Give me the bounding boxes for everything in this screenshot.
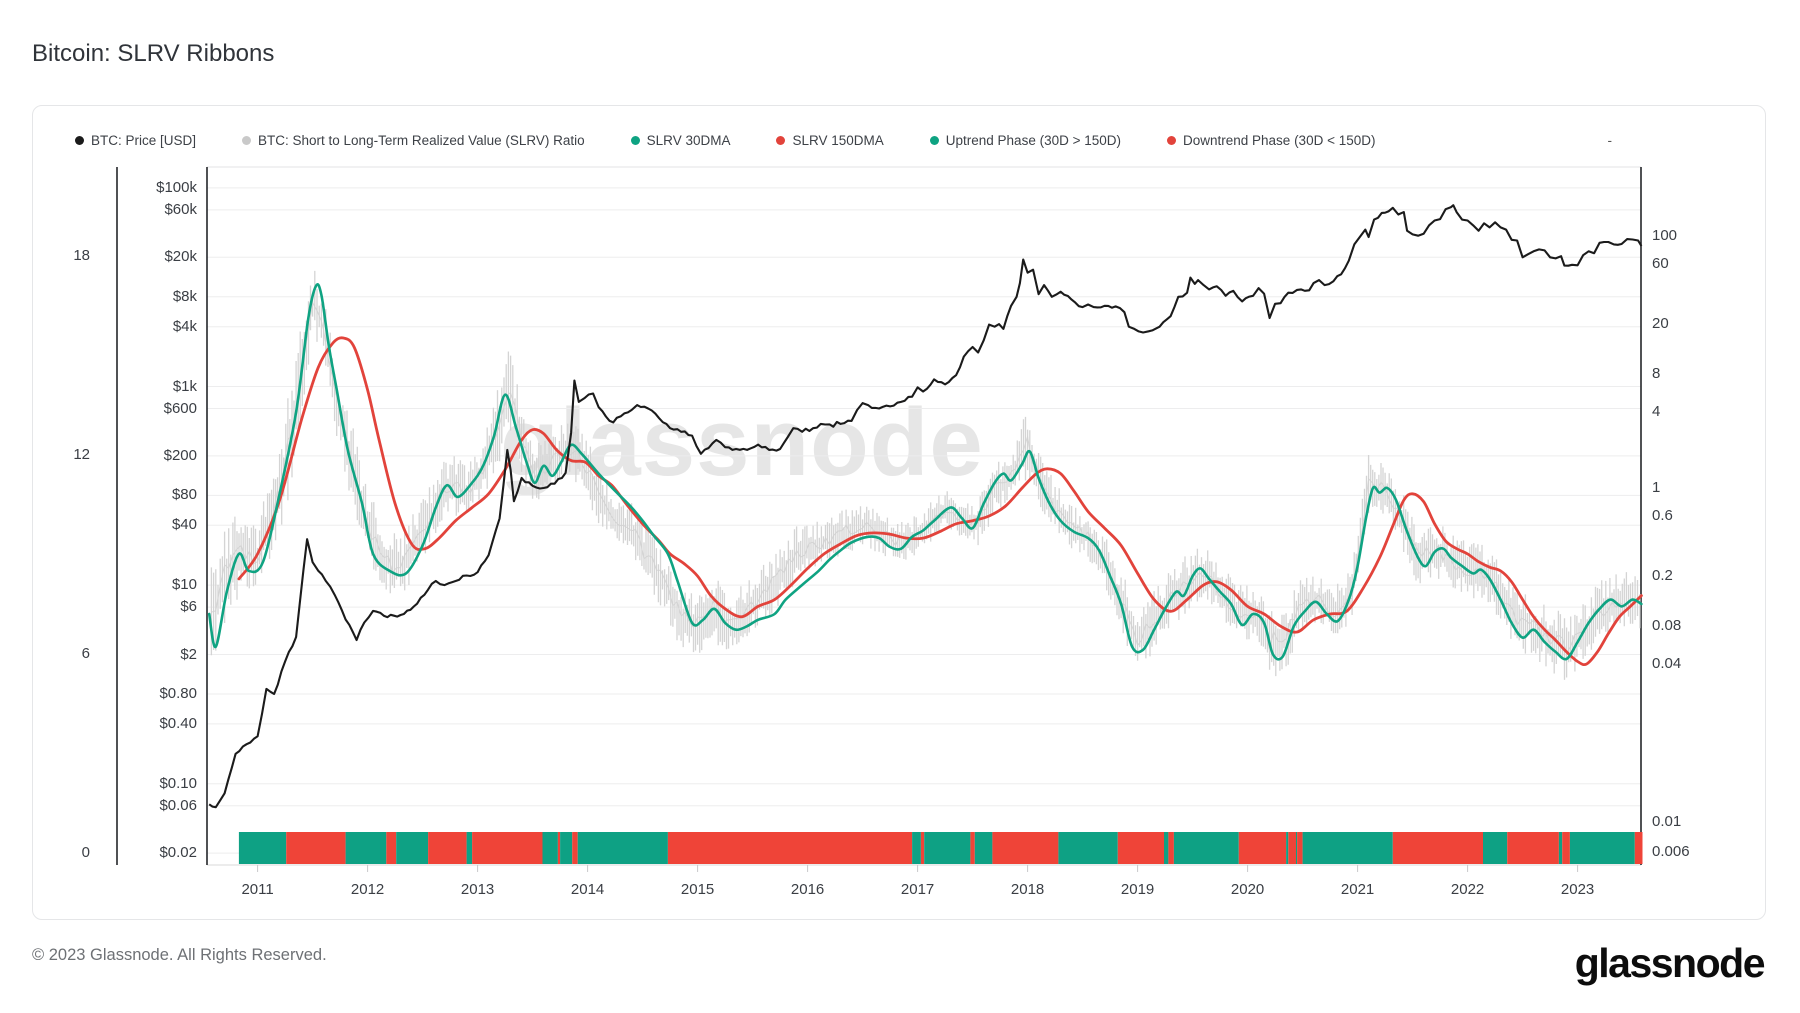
left-price-tick: $20k [164, 248, 197, 266]
glassnode-logo: glassnode [1574, 940, 1766, 986]
x-year-tick: 2021 [1340, 881, 1375, 898]
left-price-tick: $600 [163, 399, 197, 417]
x-year-tick: 2020 [1230, 881, 1265, 898]
right-ratio-tick: 1 [1652, 479, 1661, 496]
right-ratio-tick: 100 [1652, 227, 1678, 244]
x-year-tick: 2017 [900, 881, 935, 898]
series-slrv-ratio-raw [210, 270, 1641, 680]
x-year-tick: 2016 [790, 881, 825, 898]
legend-item-0[interactable]: BTC: Price [USD] [75, 133, 196, 148]
legend-item-label: BTC: Short to Long-Term Realized Value (… [258, 133, 585, 148]
legend-item-5[interactable]: Downtrend Phase (30D < 150D) [1167, 133, 1375, 148]
x-year-tick: 2011 [241, 881, 274, 898]
left-price-tick: $100k [156, 178, 197, 196]
left-price-tick: $8k [172, 287, 197, 305]
x-year-tick: 2018 [1010, 881, 1045, 898]
legend-overflow[interactable]: - [1607, 133, 1613, 148]
x-year-tick: 2023 [1560, 881, 1595, 898]
series-slrv-30dma [207, 283, 1643, 661]
legend-item-label: BTC: Price [USD] [91, 133, 197, 148]
right-ratio-tick: 4 [1652, 403, 1661, 421]
page-title: Bitcoin: SLRV Ribbons [32, 40, 275, 67]
left-price-tick: $0.06 [159, 796, 197, 814]
left-price-tick: $1k [172, 377, 197, 395]
left-price-tick: $60k [164, 200, 197, 218]
left-outer-tick: 12 [73, 445, 90, 463]
x-year-tick: 2019 [1120, 881, 1155, 898]
series-btc-price [208, 204, 1643, 809]
left-price-tick: $80 [171, 486, 197, 504]
legend-dot-icon [242, 136, 252, 145]
left-outer-tick: 18 [73, 246, 90, 264]
legend-item-label: Downtrend Phase (30D < 150D) [1183, 133, 1376, 148]
legend-dot-icon [630, 136, 640, 145]
chart-legend: BTC: Price [USD] BTC: Short to Long-Term … [75, 133, 1740, 148]
legend-item-label: SLRV 30DMA [646, 133, 731, 148]
right-ratio-tick: 0.01 [1652, 813, 1682, 830]
legend-item-3[interactable]: SLRV 150DMA [776, 133, 884, 148]
x-year-tick: 2015 [680, 881, 715, 898]
right-ratio-tick: 0.04 [1652, 655, 1682, 673]
left-price-tick: $200 [163, 446, 197, 464]
right-ratio-tick: 60 [1652, 254, 1669, 272]
right-ratio-tick: 0.08 [1652, 617, 1682, 635]
left-price-tick: $4k [172, 317, 197, 335]
left-price-tick: $2 [180, 645, 197, 663]
legend-dot-icon [1167, 136, 1176, 145]
left-price-tick: $40 [171, 516, 197, 534]
legend-dot-icon [75, 136, 84, 145]
left-outer-tick: 6 [81, 644, 90, 662]
legend-item-4[interactable]: Uptrend Phase (30D > 150D) [929, 133, 1121, 148]
trend-ribbon [238, 832, 1643, 864]
left-price-tick: $10 [171, 576, 197, 594]
x-year-tick: 2012 [350, 881, 385, 898]
left-outer-tick: 0 [81, 844, 90, 861]
left-price-tick: $0.10 [159, 774, 197, 792]
right-ratio-tick: 0.2 [1652, 567, 1673, 585]
left-price-tick: $6 [180, 598, 197, 616]
legend-item-label: SLRV 150DMA [792, 133, 884, 148]
left-price-tick: $0.80 [159, 685, 197, 703]
x-year-tick: 2014 [570, 881, 605, 898]
series-slrv-150dma [237, 336, 1643, 667]
x-year-tick: 2013 [460, 881, 495, 898]
legend-dot-icon [776, 136, 786, 145]
right-ratio-tick: 0.6 [1652, 506, 1673, 524]
gridlines [116, 166, 1642, 872]
legend-item-label: Uptrend Phase (30D > 150D) [945, 133, 1121, 148]
left-price-tick: $0.40 [159, 714, 197, 732]
legend-item-2[interactable]: SLRV 30DMA [630, 133, 731, 148]
legend-dot-icon [929, 136, 939, 145]
right-ratio-tick: 20 [1652, 315, 1669, 333]
x-year-tick: 2022 [1450, 881, 1485, 898]
right-ratio-tick: 8 [1652, 365, 1661, 383]
footer-copyright: © 2023 Glassnode. All Rights Reserved. [32, 946, 327, 964]
right-ratio-tick: 0.006 [1652, 843, 1690, 860]
left-price-tick: $0.02 [159, 844, 197, 862]
legend-item-1[interactable]: BTC: Short to Long-Term Realized Value (… [242, 133, 585, 148]
